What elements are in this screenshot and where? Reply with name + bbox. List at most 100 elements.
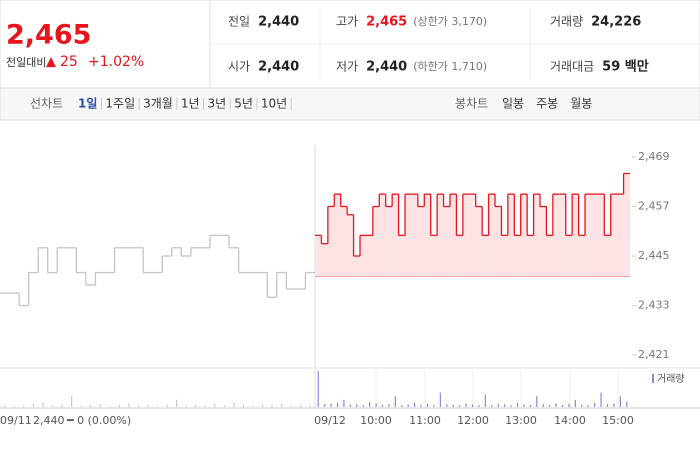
stat-value: 2,465 [366,15,407,30]
volume-bar [290,405,292,407]
candle-tab[interactable]: 일봉 [502,97,524,111]
area-fill [597,194,605,277]
stat-label: 거래량 [550,15,583,29]
volume-bar [223,405,225,407]
volume-bar [504,404,506,407]
stat-note: (상한가 3,170) [413,15,487,28]
tab-label: 봉차트 [455,97,488,111]
volume-bar [195,404,197,407]
volume-bar [343,399,345,407]
area-fill [456,235,464,277]
volume-bar [478,405,480,407]
area-fill [475,206,483,277]
stat-value: 2,440 [366,60,407,75]
area-fill [417,206,425,277]
x-label: 09/12 [314,414,346,427]
volume-bar [61,404,63,407]
volume-bar [13,405,15,407]
volume-bar [542,404,544,407]
area-fill [540,206,547,277]
volume-bar [118,404,120,407]
volume-bar [433,405,435,407]
area-fill [327,206,335,277]
volume-bar [32,404,35,407]
period-tab[interactable]: 5년 [234,97,253,111]
volume-bar [606,404,609,407]
tab-bar [0,87,700,121]
volume-bar [356,404,358,407]
volume-bar [375,403,377,407]
stat-label: 거래대금 [550,60,594,74]
area-fill [430,235,438,277]
volume-bar [452,404,454,407]
candle-tab[interactable]: 주봉 [536,97,558,111]
volume-bar [613,403,615,407]
volume-bar [381,404,384,407]
x-label: 11:00 [409,414,441,427]
y-tick-label: 2,457 [638,200,670,213]
volume-bar [420,404,422,407]
volume-bar [549,405,551,407]
volume-bar [407,404,409,407]
period-tab[interactable]: 1주일 [105,97,135,111]
tab-label: 선차트 [30,97,63,111]
volume-bar [510,405,512,407]
area-fill [347,214,354,277]
y-tick-label: 2,433 [638,299,670,312]
volume-bar [523,404,525,407]
volume-bar [261,404,264,407]
area-fill [437,194,444,277]
volume-bar [439,392,441,407]
volume-bar [90,405,92,407]
period-tab[interactable]: 1년 [181,97,200,111]
volume-bar [317,371,319,407]
volume-bar [349,404,351,407]
area-fill [443,206,451,277]
volume-bar [330,403,332,407]
area-fill [578,235,586,277]
area-fill [392,194,399,277]
area-fill [617,194,624,277]
volume-bar [309,405,311,407]
stat-note: (하한가 1,710) [413,59,487,73]
area-fill [405,194,412,277]
area-fill [469,194,477,277]
stat-value: 59 백만 [602,59,649,75]
area-fill [591,194,599,277]
stat-label: 고가 [336,15,358,29]
period-tab[interactable]: 1일 [78,97,97,111]
prev-day: 09/11 [0,414,32,427]
area-fill [585,194,592,277]
volume-bar [128,403,130,407]
volume-bar [369,401,371,407]
area-fill [546,235,554,277]
volume-bar [336,402,339,407]
volume-bar [529,404,531,407]
volume-bar [581,404,583,407]
volume-bar [600,392,602,407]
prev-close: 2,440 [33,414,65,427]
area-fill [385,206,393,277]
volume-bar [80,405,82,407]
change: 25 [60,54,78,70]
candle-tab[interactable]: 월봉 [570,97,592,111]
volume-bar [491,404,493,407]
area-fill [495,206,502,277]
volume-bar [4,404,6,407]
volume-bar [497,403,499,407]
volume-bar [147,405,149,407]
stat-value: 24,226 [591,15,641,30]
area-fill [501,235,509,277]
period-tab[interactable]: 10년 [261,97,287,111]
area-fill [360,235,367,277]
period-tab[interactable]: 3년 [208,97,227,111]
volume-bar [516,402,519,407]
volume-bar [70,396,73,407]
area-fill [527,235,534,277]
area-fill [372,206,380,277]
volume-bar [561,404,564,407]
volume-legend-swatch [652,374,654,383]
volume-bar [214,404,216,407]
period-tab[interactable]: 3개월 [143,97,173,111]
